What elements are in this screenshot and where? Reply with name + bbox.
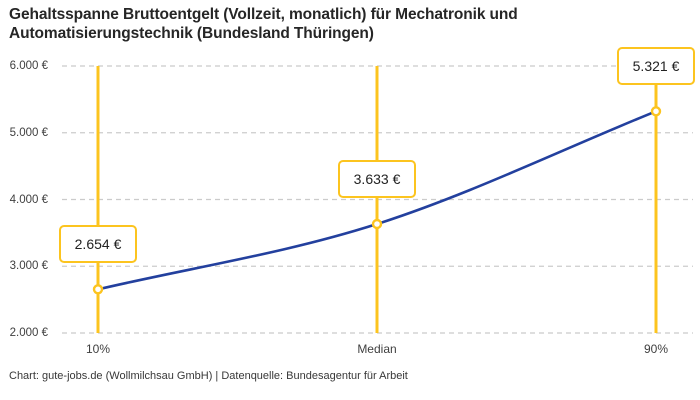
chart-source: Chart: gute-jobs.de (Wollmilchsau GmbH) … <box>9 370 408 382</box>
y-tick-label: 2.000 € <box>9 327 48 339</box>
value-label: 5.321 € <box>617 47 695 86</box>
chart-title: Gehaltsspanne Bruttoentgelt (Vollzeit, m… <box>9 6 518 42</box>
y-tick-label: 5.000 € <box>9 126 48 139</box>
y-tick-label: 3.000 € <box>9 260 48 273</box>
y-tick-label: 6.000 € <box>9 60 48 72</box>
value-label: 3.633 € <box>338 159 416 198</box>
y-tick-label: 4.000 € <box>9 193 48 206</box>
data-point-marker <box>92 284 104 295</box>
data-point-marker <box>371 218 383 230</box>
x-tick-label: 10% <box>85 342 111 356</box>
data-point-marker <box>650 106 662 117</box>
x-tick-label: 90% <box>643 342 669 356</box>
x-tick-label: Median <box>357 342 397 356</box>
value-label: 2.654 € <box>59 225 137 264</box>
